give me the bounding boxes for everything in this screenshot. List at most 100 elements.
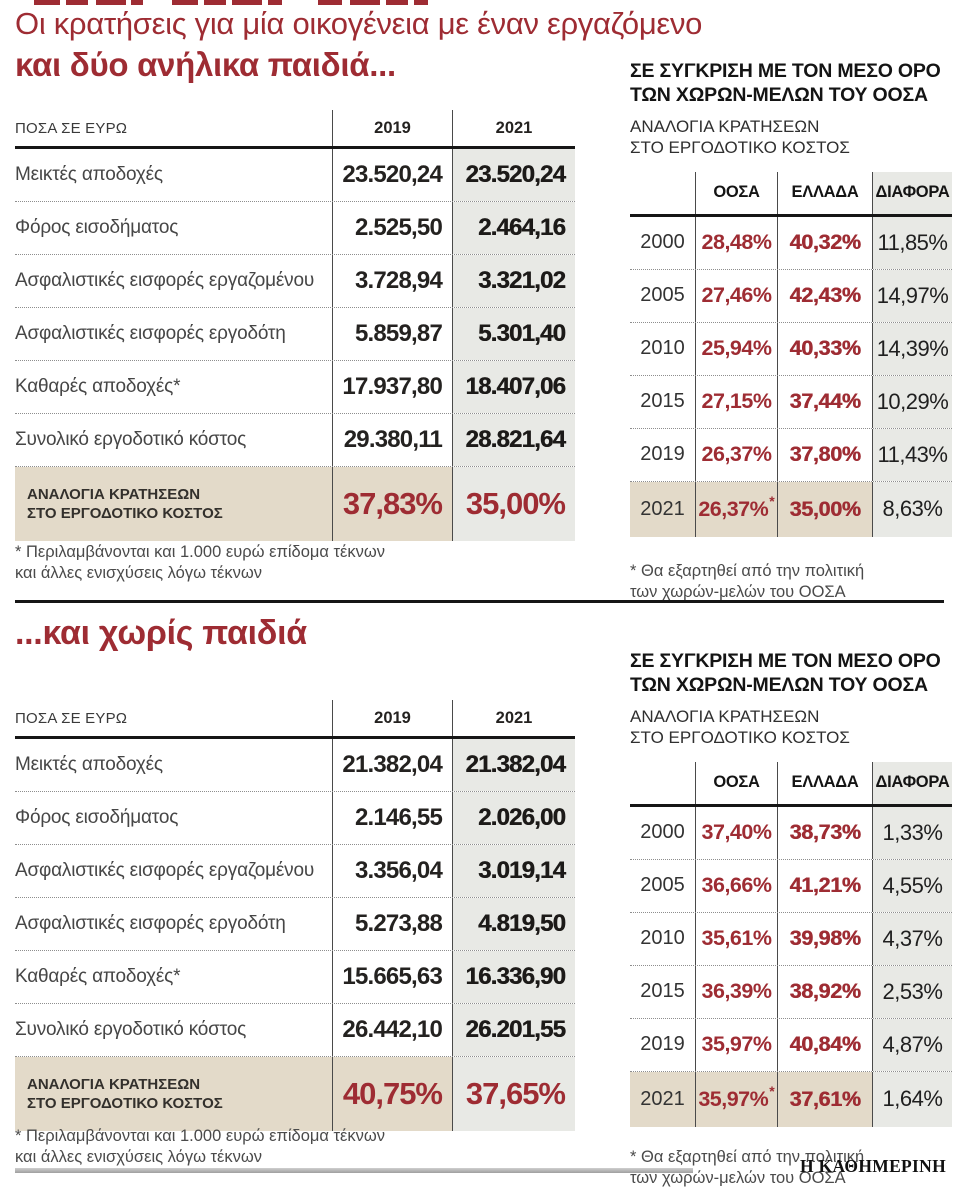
row-label: Συνολικό εργοδοτικό κόστος [15,429,247,450]
greece-value: 39,98% [789,926,861,951]
comparison-row: 2000 28,48% 40,32% 11,85% [630,216,952,269]
footnote-oecd-policy: * Θα εξαρτηθεί από την πολιτική των χωρών… [630,1147,865,1188]
greece-value: 37,44% [789,389,861,414]
value-2021: 4.819,50 [477,910,566,937]
comparison-row: 2010 25,94% 40,33% 14,39% [630,321,952,375]
amounts-table-with-children: ΠΟΣΑ ΣΕ ΕΥΡΩ 2019 2021 Μεικτές αποδοχές … [15,110,575,541]
comparison-title: ΣΕ ΣΥΓΚΡΙΣΗ ΜΕ ΤΟΝ ΜΕΣΟ ΟΡΟ ΤΩΝ ΧΩΡΩΝ-ΜΕΛ… [630,60,941,106]
col-greece: ΕΛΛΑΔΑ [791,773,859,792]
row-label: Μεικτές αποδοχές [15,754,163,775]
difference-value: 4,87% [882,1031,943,1057]
value-2021: 18.407,06 [465,373,565,400]
year-cell: 2005 [640,284,685,307]
comparison-row: 2000 37,40% 38,73% 1,33% [630,806,952,859]
row-label: Φόρος εισοδήματος [15,807,179,828]
total-value-2021: 35,00% [465,486,566,521]
table-row: Συνολικό εργοδοτικό κόστος 26.442,10 26.… [15,1003,575,1056]
row-label: Ασφαλιστικές εισφορές εργοδότη [15,913,286,934]
greece-value: 38,92% [789,979,861,1004]
comparison-header-row: ΟΟΣΑ ΕΛΛΑΔΑ ΔΙΑΦΟΡΑ [630,761,952,807]
greece-value: 37,61% [789,1086,861,1111]
col-oecd: ΟΟΣΑ [713,183,760,202]
footer-bar [15,1168,693,1173]
year-cell: 2021 [640,1087,685,1110]
table-row: Ασφαλιστικές εισφορές εργαζομένου 3.356,… [15,844,575,897]
oecd-comparison-panel-with-children: ΣΕ ΣΥΓΚΡΙΣΗ ΜΕ ΤΟΝ ΜΕΣΟ ΟΡΟ ΤΩΝ ΧΩΡΩΝ-ΜΕΛ… [630,60,952,604]
row-label: Ασφαλιστικές εισφορές εργαζομένου [15,860,315,881]
comparison-row-2021-highlighted: 2021 35,97% * 37,61% 1,64% [630,1070,952,1127]
table-header-row: ΠΟΣΑ ΣΕ ΕΥΡΩ 2019 2021 [15,110,575,149]
footnote-oecd-policy: * Θα εξαρτηθεί από την πολιτική των χωρών… [630,561,865,602]
difference-value: 14,97% [876,282,949,308]
greece-value: 40,84% [789,1032,861,1057]
table-row: Φόρος εισοδήματος 2.525,50 2.464,16 [15,201,575,254]
difference-value: 1,64% [882,1086,943,1112]
total-row-label: ΑΝΑΛΟΓΙΑ ΚΡΑΤΗΣΕΩΝ ΣΤΟ ΕΡΓΟΔΟΤΙΚΟ ΚΟΣΤΟΣ [27,1075,223,1113]
comparison-title: ΣΕ ΣΥΓΚΡΙΣΗ ΜΕ ΤΟΝ ΜΕΣΟ ΟΡΟ ΤΩΝ ΧΩΡΩΝ-ΜΕΛ… [630,650,941,696]
oecd-value: 36,39% [701,979,772,1004]
greece-value: 35,00% [789,496,861,521]
total-value-2019: 40,75% [342,1076,443,1111]
col-difference: ΔΙΑΦΟΡΑ [875,183,950,202]
year-2021-header: 2021 [495,118,533,137]
greece-value: 38,73% [789,820,861,845]
table-row: Καθαρές αποδοχές* 15.665,63 16.336,90 [15,950,575,1003]
value-2021: 28.821,64 [465,426,565,453]
oecd-value: 26,37% [701,442,772,467]
value-2019: 21.382,04 [342,751,442,778]
comparison-row: 2015 27,15% 37,44% 10,29% [630,374,952,428]
value-2019: 26.442,10 [342,1016,442,1043]
unit-label: ΠΟΣΑ ΣΕ ΕΥΡΩ [15,709,128,727]
difference-value: 11,43% [877,441,948,467]
total-ratio-row: ΑΝΑΛΟΓΙΑ ΚΡΑΤΗΣΕΩΝ ΣΤΟ ΕΡΓΟΔΟΤΙΚΟ ΚΟΣΤΟΣ … [15,1056,575,1131]
headline-line1: Οι κρατήσεις για μία οικογένεια με έναν … [15,6,703,41]
section2-headline: ...και χωρίς παιδιά [15,614,307,652]
row-label: Συνολικό εργοδοτικό κόστος [15,1019,247,1040]
value-2019: 5.859,87 [354,320,443,347]
value-2021: 26.201,55 [465,1016,565,1043]
year-cell: 2005 [640,874,685,897]
year-cell: 2010 [640,927,685,950]
difference-value: 10,29% [876,388,949,414]
oecd-value: 35,97% [698,1086,769,1111]
oecd-value: 37,40% [701,820,772,845]
total-value-2019: 37,83% [342,486,443,521]
comparison-table: ΟΟΣΑ ΕΛΛΑΔΑ ΔΙΑΦΟΡΑ 2000 37,40% 38,73% 1… [630,761,952,1127]
oecd-value: 35,97% [701,1032,772,1057]
comparison-subtitle: ΑΝΑΛΟΓΙΑ ΚΡΑΤΗΣΕΩΝ ΣΤΟ ΕΡΓΟΔΟΤΙΚΟ ΚΟΣΤΟΣ [630,706,850,747]
col-oecd: ΟΟΣΑ [713,773,760,792]
oecd-value: 27,46% [701,283,772,308]
oecd-value: 36,66% [701,873,772,898]
greece-value: 41,21% [789,873,861,898]
greece-value: 42,43% [789,283,861,308]
oecd-value: 27,15% [701,389,772,414]
headline-line2: και δύο ανήλικα παιδιά... [15,46,396,84]
footnote-children-benefit: * Περιλαμβάνονται και 1.000 ευρώ επίδομα… [15,1127,386,1167]
comparison-row: 2019 26,37% 37,80% 11,43% [630,427,952,481]
value-2021: 3.019,14 [477,857,566,884]
col-greece: ΕΛΛΑΔΑ [791,183,859,202]
total-row-label: ΑΝΑΛΟΓΙΑ ΚΡΑΤΗΣΕΩΝ ΣΤΟ ΕΡΓΟΔΟΤΙΚΟ ΚΟΣΤΟΣ [27,485,223,523]
row-label: Ασφαλιστικές εισφορές εργοδότη [15,323,286,344]
year-cell: 2000 [640,821,685,844]
comparison-subtitle: ΑΝΑΛΟΓΙΑ ΚΡΑΤΗΣΕΩΝ ΣΤΟ ΕΡΓΟΔΟΤΙΚΟ ΚΟΣΤΟΣ [630,116,850,157]
value-2019: 3.728,94 [354,267,443,294]
oecd-comparison-panel-no-children: ΣΕ ΣΥΓΚΡΙΣΗ ΜΕ ΤΟΝ ΜΕΣΟ ΟΡΟ ΤΩΝ ΧΩΡΩΝ-ΜΕΛ… [630,650,952,1190]
year-cell: 2000 [640,231,685,254]
total-value-2021: 37,65% [465,1076,566,1111]
comparison-header-row: ΟΟΣΑ ΕΛΛΑΔΑ ΔΙΑΦΟΡΑ [630,171,952,217]
row-label: Καθαρές αποδοχές* [15,376,181,397]
difference-value: 8,63% [882,496,943,522]
asterisk-marker: * [769,493,775,510]
footnote-children-benefit: * Περιλαμβάνονται και 1.000 ευρώ επίδομα… [15,543,386,583]
year-cell: 2015 [640,980,685,1003]
year-2019-header: 2019 [374,708,411,727]
year-2019-header: 2019 [374,118,411,137]
row-label: Μεικτές αποδοχές [15,164,163,185]
value-2019: 15.665,63 [342,963,442,990]
greece-value: 40,32% [789,230,861,255]
difference-value: 14,39% [876,335,949,361]
table-row: Ασφαλιστικές εισφορές εργοδότη 5.273,88 … [15,897,575,950]
value-2019: 2.525,50 [354,214,443,241]
comparison-row: 2005 27,46% 42,43% 14,97% [630,268,952,322]
